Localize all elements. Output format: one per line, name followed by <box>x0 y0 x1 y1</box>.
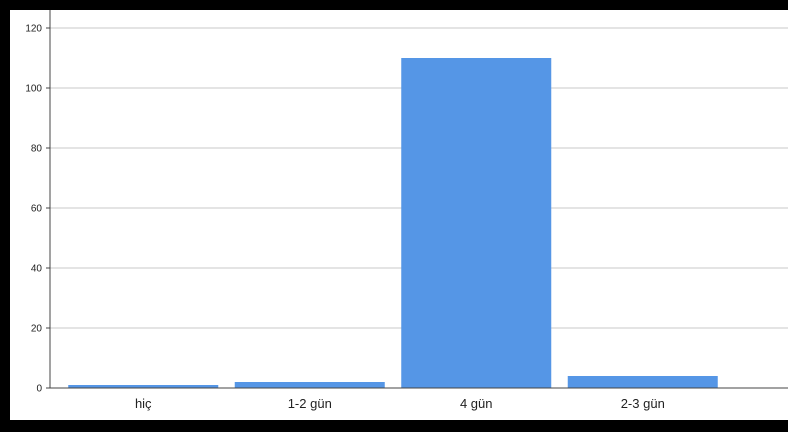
chart-frame: 0 20 40 60 80 100 120 hiç 1-2 gün 4 gün 2-3 gün <box>10 10 788 420</box>
x-category-label: 4 gün <box>460 396 493 411</box>
y-tick-label: 100 <box>25 84 42 95</box>
y-tick-label: 120 <box>25 24 42 35</box>
y-tick-label: 0 <box>36 384 42 395</box>
x-category-labels: hiç 1-2 gün 4 gün 2-3 gün <box>135 396 665 411</box>
x-category-label: 2-3 gün <box>621 396 665 411</box>
y-tick-label: 20 <box>31 324 43 335</box>
bar <box>567 376 718 388</box>
y-tick-labels: 0 20 40 60 80 100 120 <box>25 24 42 395</box>
bar-chart: 0 20 40 60 80 100 120 hiç 1-2 gün 4 gün 2-3 gün <box>25 10 788 411</box>
y-tick-label: 80 <box>31 144 43 155</box>
x-category-label: hiç <box>135 396 152 411</box>
bar <box>401 58 552 388</box>
bar <box>234 382 385 388</box>
axes <box>46 10 788 389</box>
bars <box>68 58 718 388</box>
y-tick-label: 60 <box>31 204 43 215</box>
bar <box>68 385 219 388</box>
y-tick-label: 40 <box>31 264 43 275</box>
x-category-label: 1-2 gün <box>288 396 332 411</box>
